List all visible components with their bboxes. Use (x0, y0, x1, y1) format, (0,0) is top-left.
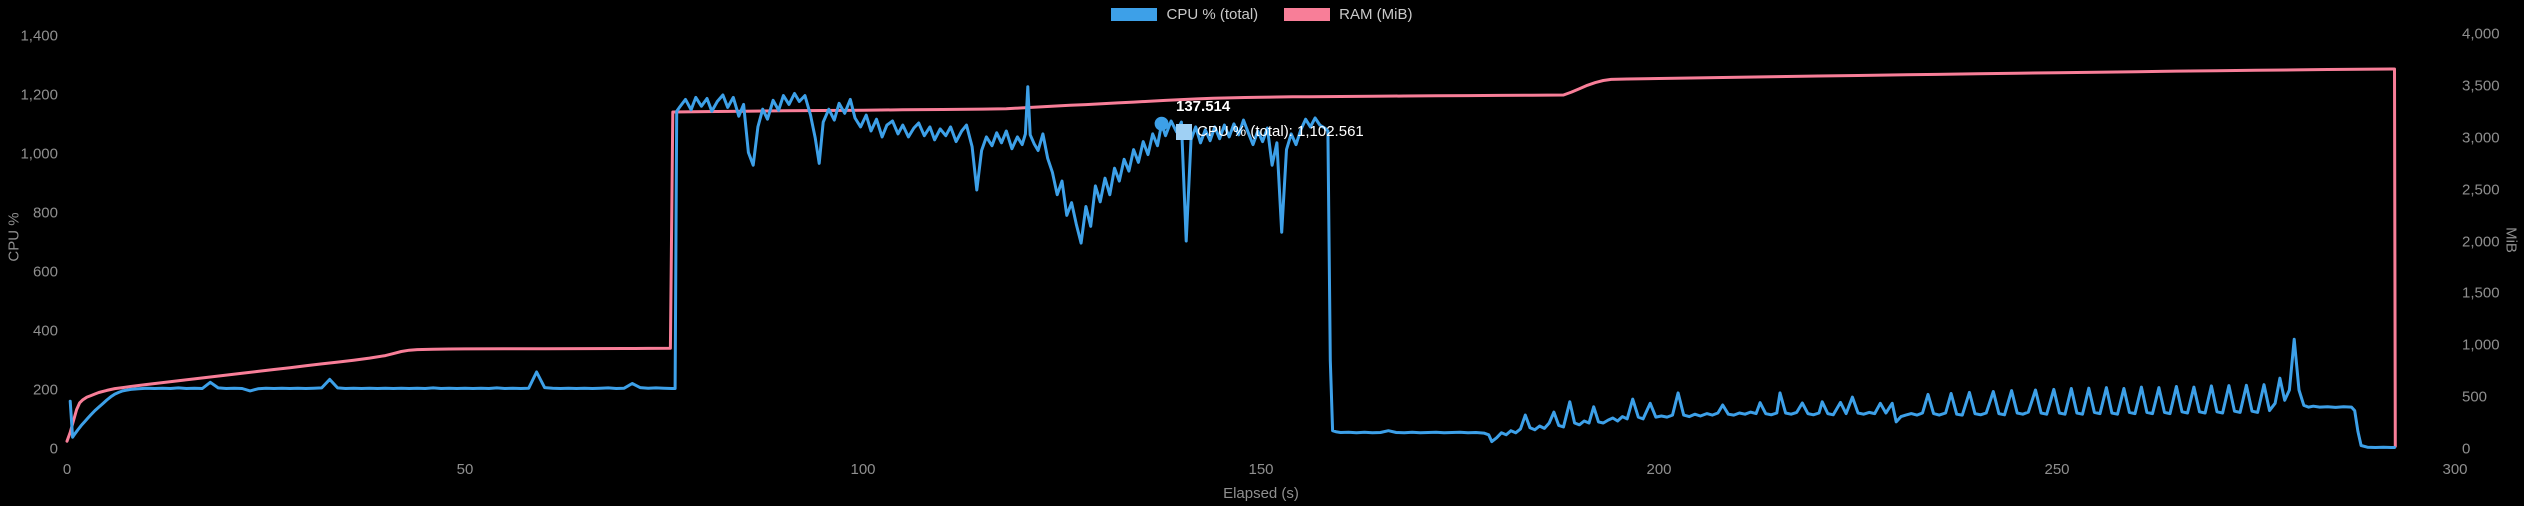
tooltip-series-swatch (1176, 123, 1192, 140)
y-right-tick-label: 3,500 (2462, 77, 2500, 95)
ram-legend-label: RAM (MiB) (1339, 6, 1413, 23)
tooltip-title: 137.514 (1176, 98, 1231, 115)
ram-legend-swatch (1284, 8, 1331, 21)
y-left-tick-label: 1,400 (20, 27, 58, 45)
ram-line-series (65, 67, 2397, 448)
x-tick-label: 100 (850, 461, 876, 478)
y-right-tick-label: 1,000 (2462, 336, 2500, 354)
y-left-tick-label: 800 (32, 204, 58, 222)
y-left-tick-label: 1,000 (20, 145, 58, 163)
y-left-tick-label: 200 (32, 381, 58, 399)
y-left-axis-title: CPU % (5, 212, 23, 262)
x-axis-title: Elapsed (s) (1223, 485, 1299, 502)
x-tick-label: 250 (2044, 461, 2070, 478)
x-tick-label: 300 (2442, 461, 2468, 478)
legend: CPU % (total) RAM (MiB) (0, 6, 2524, 23)
x-tick-label: 0 (62, 461, 72, 478)
y-right-tick-label: 1,500 (2462, 284, 2500, 302)
y-right-tick-label: 500 (2462, 388, 2488, 406)
y-right-tick-label: 4,000 (2462, 25, 2500, 43)
y-right-axis-title: MiB (2502, 227, 2520, 253)
y-left-tick-label: 0 (49, 440, 58, 458)
cpu-legend-label: CPU % (total) (1166, 6, 1259, 23)
y-left-tick-label: 1,200 (20, 86, 58, 104)
tooltip-row: CPU % (total): 1,102.561 (1176, 123, 1364, 140)
y-right-tick-label: 3,000 (2462, 129, 2500, 147)
legend-item-cpu[interactable]: CPU % (total) (1111, 6, 1258, 23)
tooltip: 137.514 CPU % (total): 1,102.561 (1176, 98, 1364, 140)
y-right-tick-label: 0 (2462, 440, 2471, 458)
hovered-point-dot[interactable] (1154, 116, 1169, 131)
legend-item-ram[interactable]: RAM (MiB) (1284, 6, 1413, 23)
y-right-tick-label: 2,500 (2462, 181, 2500, 199)
x-tick-label: 200 (1646, 461, 1672, 478)
cpu-legend-swatch (1111, 8, 1158, 21)
tooltip-series-value: CPU % (total): 1,102.561 (1197, 123, 1364, 140)
y-left-tick-label: 600 (32, 263, 58, 281)
cpu-line-series (68, 85, 2396, 449)
x-tick-label: 50 (456, 461, 474, 478)
y-right-tick-label: 2,000 (2462, 233, 2500, 250)
y-left-tick-label: 400 (32, 322, 58, 340)
x-tick-label: 150 (1248, 461, 1274, 478)
